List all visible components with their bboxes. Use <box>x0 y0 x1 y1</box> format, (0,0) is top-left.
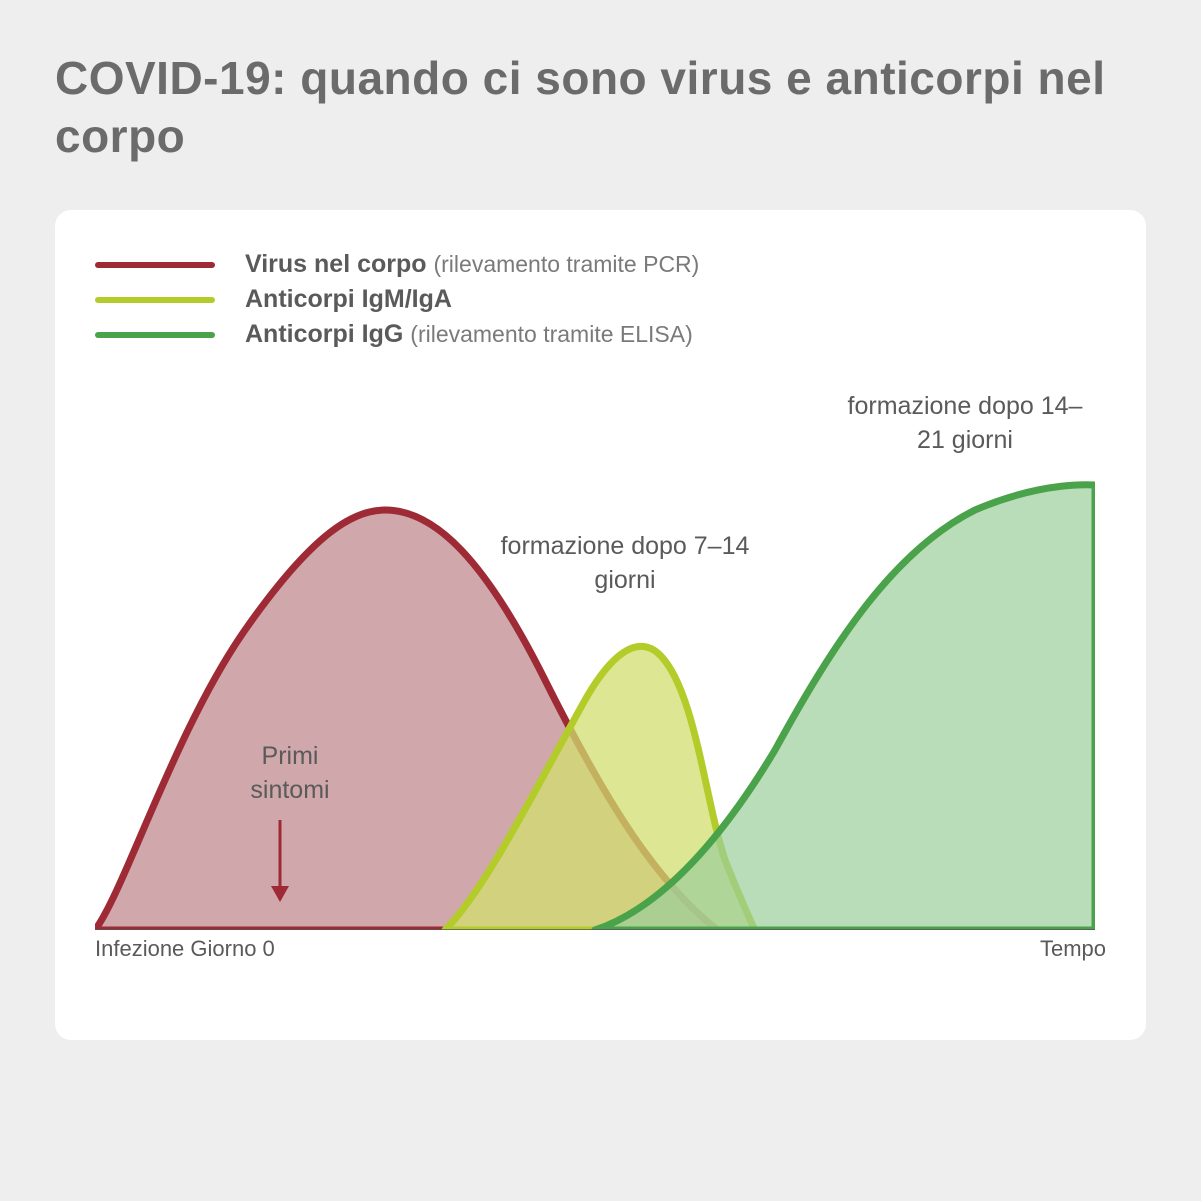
legend-item-virus: Virus nel corpo (rilevamento tramite PCR… <box>95 250 1106 279</box>
page-title: COVID-19: quando ci sono virus e anticor… <box>55 50 1146 165</box>
legend-swatch-igg <box>95 332 215 338</box>
x-axis-labels: Infezione Giorno 0 Tempo <box>95 936 1106 962</box>
chart-card: Virus nel corpo (rilevamento tramite PCR… <box>55 210 1146 1040</box>
legend-label-igg: Anticorpi IgG (rilevamento tramite ELISA… <box>245 320 693 349</box>
legend-swatch-igm-iga <box>95 297 215 303</box>
x-axis-label-left: Infezione Giorno 0 <box>95 936 275 962</box>
chart-svg <box>95 430 1095 930</box>
chart-area: Primi sintomi formazione dopo 7–14 giorn… <box>95 430 1106 990</box>
legend-item-igg: Anticorpi IgG (rilevamento tramite ELISA… <box>95 320 1106 349</box>
legend-label-igm-iga: Anticorpi IgM/IgA <box>245 285 452 314</box>
legend: Virus nel corpo (rilevamento tramite PCR… <box>95 250 1106 349</box>
legend-label-virus: Virus nel corpo (rilevamento tramite PCR… <box>245 250 699 279</box>
legend-item-igm-iga: Anticorpi IgM/IgA <box>95 285 1106 314</box>
legend-swatch-virus <box>95 262 215 268</box>
x-axis-label-right: Tempo <box>1040 936 1106 962</box>
